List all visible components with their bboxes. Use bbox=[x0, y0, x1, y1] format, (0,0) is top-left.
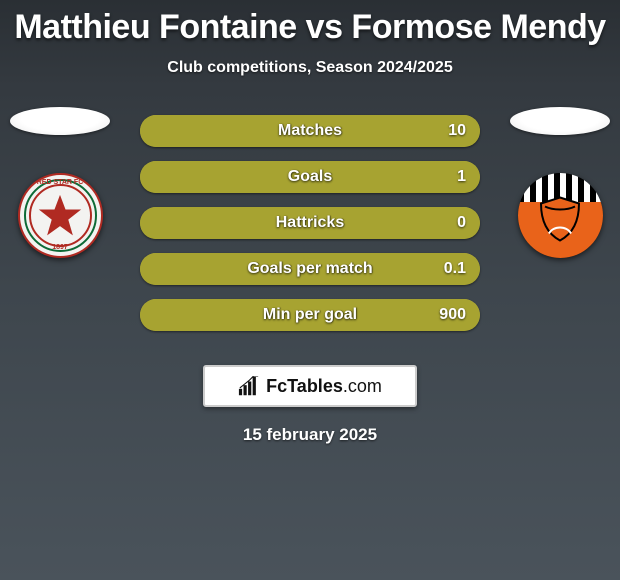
content: Matthieu Fontaine vs Formose Mendy Club … bbox=[0, 0, 620, 580]
date-text: 15 february 2025 bbox=[0, 425, 620, 445]
stat-label: Min per goal bbox=[140, 299, 480, 331]
stat-label: Goals bbox=[140, 161, 480, 193]
player2-column bbox=[500, 107, 620, 258]
stat-value-p2: 0 bbox=[457, 207, 466, 239]
stat-row: Hattricks0 bbox=[140, 207, 480, 239]
fctables-logo: FcTables.com bbox=[203, 365, 417, 407]
stat-label: Goals per match bbox=[140, 253, 480, 285]
bars-icon bbox=[238, 376, 260, 396]
stat-label: Hattricks bbox=[140, 207, 480, 239]
logo-text: FcTables.com bbox=[266, 376, 382, 397]
stat-row: Matches10 bbox=[140, 115, 480, 147]
stat-row: Min per goal900 bbox=[140, 299, 480, 331]
shield-icon bbox=[535, 193, 585, 243]
stat-value-p2: 10 bbox=[448, 115, 466, 147]
page-title: Matthieu Fontaine vs Formose Mendy bbox=[0, 0, 620, 47]
stat-row: Goals1 bbox=[140, 161, 480, 193]
logo-text-suffix: .com bbox=[343, 376, 382, 396]
player1-silhouette bbox=[10, 107, 110, 135]
subtitle: Club competitions, Season 2024/2025 bbox=[0, 59, 620, 77]
stat-value-p2: 0.1 bbox=[444, 253, 466, 285]
comparison-area: RED STAR FC 1897 bbox=[0, 115, 620, 345]
player1-club-badge: RED STAR FC 1897 bbox=[18, 173, 103, 258]
player2-club-badge bbox=[518, 173, 603, 258]
stat-value-p2: 1 bbox=[457, 161, 466, 193]
player2-silhouette bbox=[510, 107, 610, 135]
star-icon bbox=[37, 192, 83, 238]
logo-text-main: FcTables bbox=[266, 376, 343, 396]
badge1-bottom-text: 1897 bbox=[20, 244, 101, 251]
stat-row: Goals per match0.1 bbox=[140, 253, 480, 285]
stats-list: Matches10Goals1Hattricks0Goals per match… bbox=[140, 115, 480, 331]
player1-column: RED STAR FC 1897 bbox=[0, 107, 120, 258]
badge1-top-text: RED STAR FC bbox=[20, 179, 101, 186]
stat-label: Matches bbox=[140, 115, 480, 147]
stat-value-p2: 900 bbox=[439, 299, 466, 331]
